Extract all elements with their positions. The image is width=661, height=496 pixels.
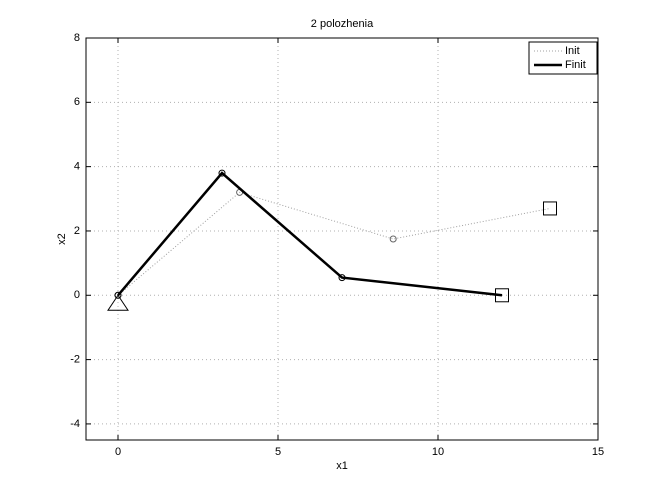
legend-box: [528, 41, 598, 75]
x-tick-label: 0: [115, 446, 121, 458]
x-tick-label: 5: [275, 446, 281, 458]
y-tick-label: 8: [74, 32, 80, 44]
end-marker: [495, 288, 509, 303]
x-tick-label: 10: [432, 446, 444, 458]
y-axis-label: x2: [56, 233, 68, 245]
series-line: [117, 171, 503, 297]
y-tick-label: -4: [70, 418, 80, 430]
point-marker: [218, 169, 226, 177]
y-tick-label: 2: [74, 225, 80, 237]
y-tick-label: 4: [74, 161, 80, 173]
series-line: [117, 191, 551, 296]
y-tick-label: -2: [70, 354, 80, 366]
legend-label: Finit: [565, 59, 586, 71]
chart-title: 2 polozhenia: [311, 18, 374, 30]
point-marker: [389, 235, 397, 243]
point-marker: [114, 291, 122, 299]
end-marker: [543, 201, 557, 216]
y-tick-label: 6: [74, 96, 80, 108]
x-tick-label: 15: [592, 446, 604, 458]
point-marker: [338, 274, 346, 282]
legend-label: Init: [565, 45, 580, 57]
plot-area: [86, 38, 598, 440]
y-tick-label: 0: [74, 289, 80, 301]
x-axis-label: x1: [336, 460, 348, 472]
start-marker: [107, 294, 129, 311]
axes-box: [85, 37, 599, 441]
